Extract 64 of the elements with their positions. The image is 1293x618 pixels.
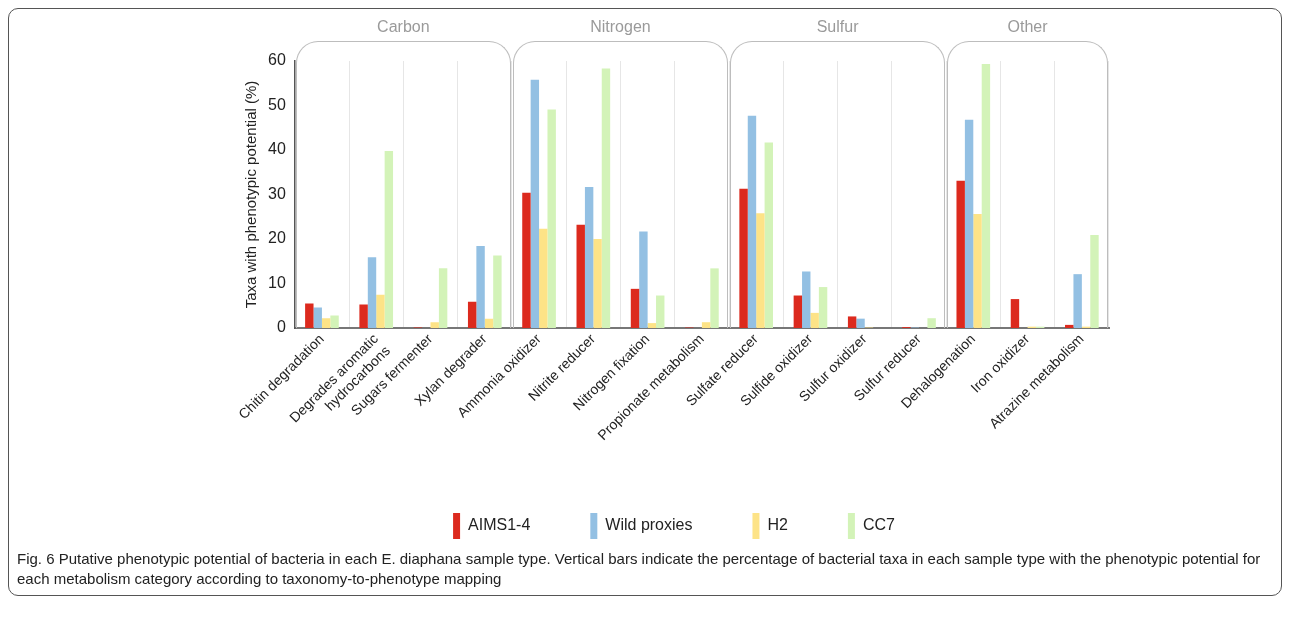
bar	[493, 255, 502, 328]
bar	[927, 318, 936, 328]
y-axis-title: Taxa with phenotypic potential (%)	[242, 80, 260, 309]
bar	[321, 318, 331, 328]
bar	[818, 287, 828, 328]
text: Other	[1006, 17, 1049, 37]
text: Carbon	[376, 17, 431, 37]
bar	[330, 315, 339, 328]
bar	[764, 142, 774, 328]
bar	[856, 318, 865, 328]
bar	[430, 322, 439, 328]
bar	[964, 119, 974, 328]
bar	[793, 295, 803, 328]
text: Nitrogen	[589, 17, 652, 37]
bar	[710, 268, 719, 328]
bar	[376, 294, 385, 328]
bar	[305, 303, 314, 328]
bar	[593, 239, 602, 328]
y-tick-label: 0	[276, 318, 286, 336]
bar	[701, 322, 711, 328]
y-tick-label: 60	[268, 51, 286, 69]
bar	[630, 288, 640, 328]
bar	[547, 109, 556, 328]
bar	[647, 323, 657, 328]
bar	[539, 228, 548, 328]
bar	[1090, 235, 1099, 328]
legend-label: H2	[767, 516, 789, 534]
legend-label: AIMS1-4	[468, 516, 531, 534]
bar	[956, 180, 965, 328]
legend-label: CC7	[862, 516, 896, 534]
bar	[367, 257, 377, 328]
bar	[359, 304, 368, 328]
bar	[530, 79, 540, 328]
bar	[973, 214, 982, 328]
bar	[802, 271, 811, 328]
bar	[810, 312, 819, 328]
bar	[522, 192, 531, 328]
text: Sulfur	[815, 17, 860, 37]
bar	[467, 301, 477, 328]
y-tick-label: 30	[268, 184, 286, 202]
bar	[739, 188, 748, 328]
caption: Fig. 6 Putative phenotypic potential of bacteria in each E. diaphana sample type. Vertical bars indicate the percentage of bacterial taxa in each sample type with the phenotypic potential for each metabolism category according to taxonomy-to-phenotype mapping	[16, 549, 1262, 589]
y-tick-label: 20	[268, 229, 286, 247]
bar	[981, 64, 991, 328]
bar	[639, 231, 648, 328]
bar	[313, 307, 322, 328]
bar	[1010, 299, 1020, 328]
bar	[601, 68, 611, 328]
bar	[476, 246, 485, 328]
y-tick-label: 50	[268, 95, 286, 113]
bar	[576, 224, 585, 328]
bar	[384, 150, 394, 328]
bar	[438, 268, 448, 328]
bar	[1073, 274, 1082, 328]
bar	[584, 186, 594, 328]
bar	[656, 295, 665, 328]
legend-label: Wild proxies	[605, 516, 693, 534]
y-tick-label: 40	[268, 140, 286, 158]
bar	[847, 316, 857, 328]
bar	[1065, 324, 1074, 328]
bar	[484, 318, 494, 328]
bar	[747, 115, 757, 328]
y-tick-label: 10	[268, 273, 286, 291]
bar	[756, 213, 765, 328]
